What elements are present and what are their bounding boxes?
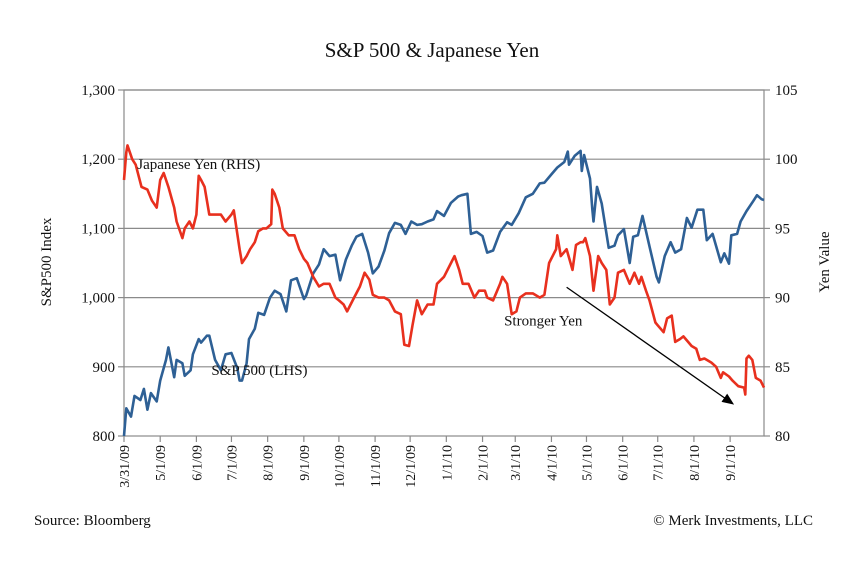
x-tick-label: 11/1/09	[369, 445, 384, 487]
x-tick-label: 7/1/09	[225, 445, 240, 481]
x-tick-label: 3/1/10	[509, 445, 524, 481]
chart-title: S&P 500 & Japanese Yen	[325, 38, 540, 62]
x-tick-label: 9/1/10	[724, 445, 739, 481]
y-tick-label-right: 90	[775, 291, 790, 307]
copyright-note: © Merk Investments, LLC	[653, 513, 813, 529]
y-tick-label-right: 105	[775, 83, 798, 99]
x-tick-label: 2/1/10	[477, 445, 492, 481]
x-tick-label: 6/1/09	[190, 445, 205, 481]
y-tick-label-left: 800	[93, 429, 116, 445]
yen-label-annotation: Japanese Yen (RHS)	[137, 157, 260, 173]
trend-arrow	[566, 286, 735, 405]
sp500-line	[122, 149, 765, 437]
x-tick-label: 6/1/10	[617, 445, 632, 481]
x-tick-label: 9/1/09	[298, 445, 313, 481]
y-tick-label-left: 1,200	[81, 152, 115, 168]
yen-line	[122, 144, 766, 396]
y-tick-label-left: 1,300	[81, 83, 115, 99]
x-tick-label: 5/1/09	[154, 445, 169, 481]
x-tick-label: 10/1/09	[333, 445, 348, 488]
stronger-yen-annotation: Stronger Yen	[504, 313, 583, 329]
x-tick-label: 4/1/10	[545, 445, 560, 481]
y-tick-label-right: 80	[775, 429, 790, 445]
x-tick-label: 1/1/10	[440, 445, 455, 481]
y-tick-label-left: 1,000	[81, 291, 115, 307]
y-tick-label-left: 900	[93, 360, 116, 376]
y-tick-label-right: 95	[775, 221, 790, 237]
sp-label-annotation: S&P 500 (LHS)	[211, 363, 307, 379]
x-tick-label: 8/1/10	[688, 445, 703, 481]
y-tick-label-right: 85	[775, 360, 790, 376]
plot-frame	[123, 89, 765, 437]
source-note: Source: Bloomberg	[34, 513, 151, 529]
x-tick-label: 7/1/10	[652, 445, 667, 481]
y-tick-label-left: 1,100	[81, 221, 115, 237]
x-tick-label: 12/1/09	[404, 445, 419, 488]
y-axis-label-right: Yen Value	[817, 231, 833, 292]
y-tick-label-right: 100	[775, 152, 798, 168]
x-tick-label: 3/31/09	[118, 445, 133, 488]
x-tick-label: 5/1/10	[580, 445, 595, 481]
x-tick-label: 8/1/09	[262, 445, 277, 481]
y-axis-label-left: S&P500 Index	[39, 217, 55, 306]
